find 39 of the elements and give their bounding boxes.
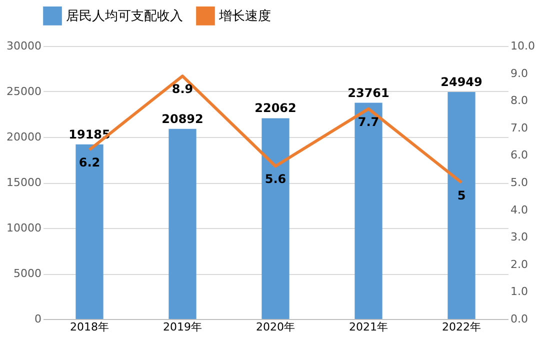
data-label: 5.6 <box>264 172 286 186</box>
x-tick-label: 2019年 <box>163 320 202 334</box>
bar <box>448 92 476 319</box>
y-tick-label: 20000 <box>6 130 42 144</box>
data-label: 23761 <box>348 86 390 100</box>
y-tick-label: 5000 <box>14 267 42 280</box>
y-tick-label: 25000 <box>6 85 42 98</box>
y2-tick-label: 3.0 <box>510 230 528 244</box>
y2-tick-label: 0.0 <box>510 312 528 326</box>
x-tick-label: 2020年 <box>256 320 295 334</box>
bar <box>168 128 196 319</box>
legend-label: 增长速度 <box>218 8 271 24</box>
y2-tick-label: 6.0 <box>510 148 528 162</box>
y2-tick-label: 9.0 <box>510 66 528 80</box>
data-label: 5 <box>457 188 466 202</box>
y2-tick-label: 4.0 <box>510 203 528 216</box>
data-label: 24949 <box>440 74 482 89</box>
y-tick-label: 0 <box>34 312 42 326</box>
y2-tick-label: 7.0 <box>510 121 528 134</box>
bar <box>76 144 104 319</box>
data-label: 20892 <box>162 112 204 126</box>
data-label: 7.7 <box>358 114 380 129</box>
y2-tick-label: 1.0 <box>510 285 528 298</box>
x-tick-label: 2018年 <box>70 320 109 334</box>
bar <box>354 102 382 319</box>
y2-tick-label: 8.0 <box>510 94 528 108</box>
bar <box>262 118 290 319</box>
x-tick-label: 2021年 <box>349 320 388 334</box>
y2-tick-label: 5.0 <box>510 176 528 189</box>
y2-tick-label: 10.0 <box>510 40 535 52</box>
data-label: 22062 <box>254 101 296 116</box>
y-tick-label: 30000 <box>6 40 42 52</box>
data-label: 6.2 <box>78 156 100 170</box>
x-tick-label: 2022年 <box>442 320 481 334</box>
data-label: 8.9 <box>172 82 194 96</box>
y-tick-label: 15000 <box>6 176 42 189</box>
y2-tick-label: 2.0 <box>510 258 528 271</box>
y-tick-label: 10000 <box>6 222 42 234</box>
legend-label: 居民人均可支配收入 <box>66 8 183 24</box>
